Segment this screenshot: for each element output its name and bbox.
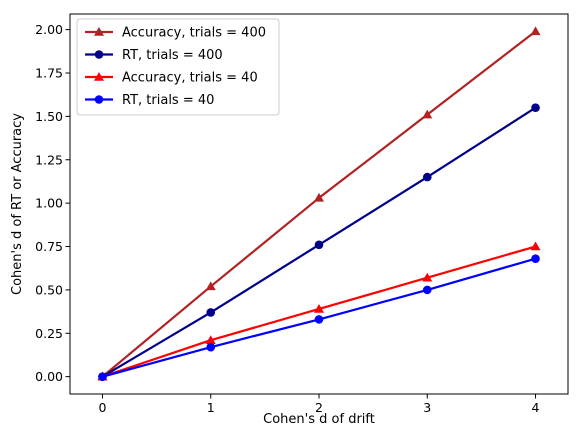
data-point: [314, 192, 324, 202]
series-3: [98, 254, 540, 381]
x-tick-label: 0: [99, 400, 107, 415]
y-tick-label: 0.25: [35, 326, 63, 341]
legend-swatch-marker: [94, 72, 104, 81]
x-tick-label: 3: [423, 400, 431, 415]
legend-label: RT, trials = 40: [122, 93, 214, 108]
x-axis-label: Cohen's d of drift: [263, 412, 375, 427]
data-point: [422, 109, 433, 119]
legend-entry-1: RT, trials = 400: [85, 48, 223, 63]
y-tick-label: 1.00: [35, 196, 63, 211]
y-tick-label: 1.75: [35, 65, 63, 80]
data-point: [314, 303, 324, 313]
data-point: [205, 281, 216, 291]
y-tick-label: 1.50: [35, 109, 63, 124]
legend-label: Accuracy, trials = 40: [122, 71, 258, 86]
legend-entry-2: Accuracy, trials = 40: [85, 71, 258, 86]
data-point: [314, 240, 324, 250]
data-point: [314, 315, 324, 324]
data-point: [530, 241, 541, 251]
series-group: [97, 26, 541, 381]
y-tick-label: 0.50: [35, 282, 63, 297]
data-point: [531, 103, 540, 112]
y-tick-label: 0.00: [35, 369, 63, 384]
data-point: [98, 372, 107, 381]
axes: 0 1 2 3 4 0.00 0.25 0.50 0.75 1.00 1.25 1.50 1.75 2.0…: [35, 13, 569, 415]
y-tick-label: 0.75: [35, 239, 63, 254]
legend-box: [76, 18, 280, 116]
y-tick-label: 2.00: [35, 22, 63, 37]
x-tick-label: 2: [315, 400, 323, 415]
data-point: [205, 335, 216, 344]
data-point: [422, 285, 432, 295]
legend-swatch-marker: [94, 95, 104, 104]
data-point: [531, 254, 540, 263]
data-point: [206, 342, 216, 352]
legend: Accuracy, trials = 400 RT, trials = 400 Ac…: [76, 18, 280, 116]
data-point: [530, 26, 541, 36]
y-tick-label: 1.25: [35, 152, 63, 167]
legend-label: Accuracy, trials = 400: [122, 26, 266, 41]
y-axis-label: Cohen's d of RT or Accuracy: [10, 113, 25, 295]
data-point: [422, 172, 432, 182]
legend-label: RT, trials = 400: [122, 48, 223, 63]
x-tick-label: 4: [532, 400, 540, 415]
legend-entry-3: RT, trials = 40: [85, 93, 214, 108]
legend-swatch-marker: [94, 50, 104, 59]
data-point: [206, 308, 216, 317]
data-point: [422, 272, 433, 282]
legend-swatch-marker: [94, 27, 104, 36]
legend-entry-0: Accuracy, trials = 400: [85, 26, 266, 41]
x-tick-label: 1: [207, 400, 215, 415]
